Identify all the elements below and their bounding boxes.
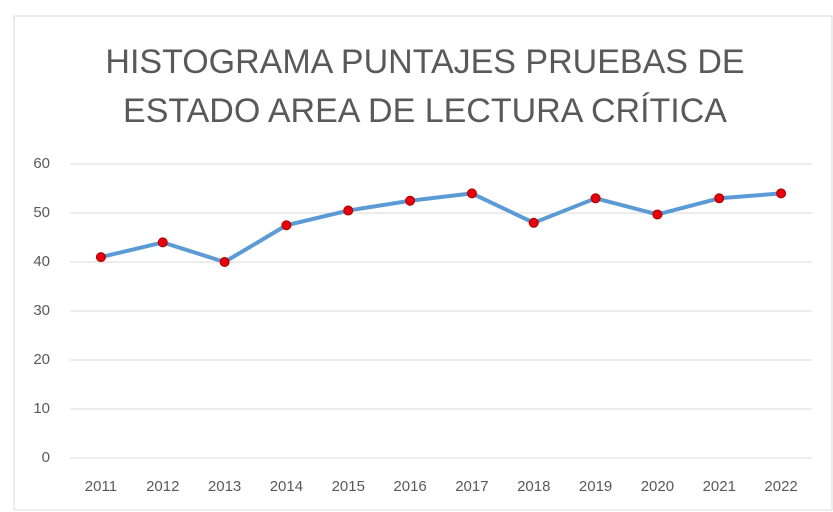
- x-tick-label: 2015: [332, 478, 365, 495]
- data-point: [95, 252, 106, 263]
- series-line: [100, 191, 782, 264]
- y-tick-label: 30: [33, 302, 50, 319]
- data-point: [157, 237, 168, 248]
- x-tick-label: 2012: [146, 478, 179, 495]
- x-tick-label: 2013: [208, 478, 241, 495]
- y-tick-label: 40: [33, 253, 50, 270]
- data-point: [714, 193, 725, 204]
- y-tick-label: 10: [33, 400, 50, 417]
- chart-frame: [13, 15, 833, 511]
- data-point: [405, 195, 416, 206]
- data-point: [590, 193, 601, 204]
- y-tick-label: 0: [42, 449, 50, 466]
- x-tick-label: 2016: [393, 478, 426, 495]
- x-tick-label: 2020: [641, 478, 674, 495]
- x-tick-label: 2017: [455, 478, 488, 495]
- data-point: [281, 220, 292, 231]
- chart-title: HISTOGRAMA PUNTAJES PRUEBAS DE ESTADO AR…: [105, 43, 745, 130]
- y-tick-label: 50: [33, 204, 50, 221]
- x-tick-label: 2018: [517, 478, 550, 495]
- x-tick-label: 2019: [579, 478, 612, 495]
- data-point: [776, 188, 787, 199]
- y-tick-label: 60: [33, 155, 50, 172]
- x-tick-label: 2011: [85, 478, 117, 495]
- data-point: [343, 205, 354, 216]
- x-tick-label: 2021: [703, 478, 736, 495]
- data-point: [528, 217, 539, 228]
- x-tick-label: 2014: [270, 478, 303, 495]
- data-point: [466, 188, 477, 199]
- y-tick-label: 20: [33, 351, 50, 368]
- data-point: [652, 209, 663, 220]
- x-tick-label: 2022: [764, 478, 797, 495]
- data-point: [219, 257, 230, 267]
